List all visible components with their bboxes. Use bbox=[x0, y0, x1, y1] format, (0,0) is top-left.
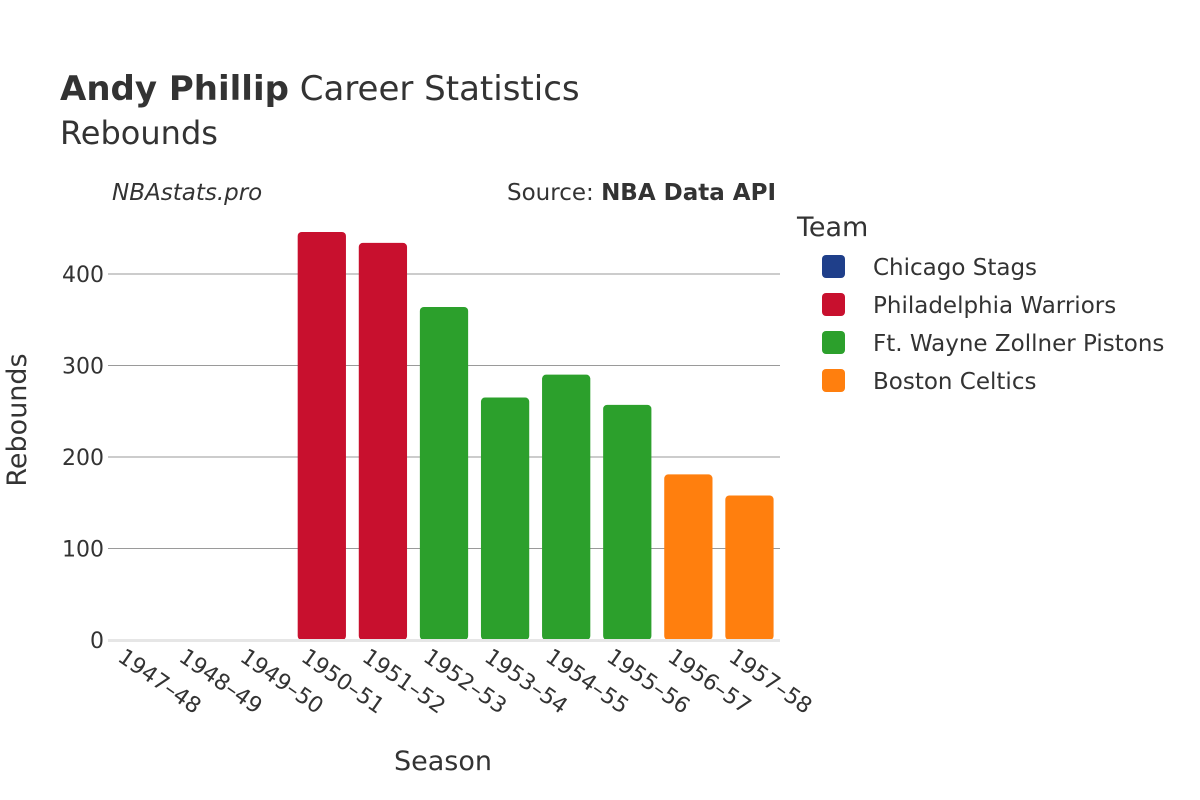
legend-item[interactable]: Ft. Wayne Zollner Pistons bbox=[822, 331, 1164, 357]
y-tick-labels: 0 100 200 300 400 bbox=[62, 263, 104, 654]
y-tick-label: 200 bbox=[62, 446, 104, 471]
y-tick-label: 100 bbox=[62, 538, 104, 563]
chart-subtitle: Rebounds bbox=[60, 114, 218, 152]
legend-label: Boston Celtics bbox=[873, 369, 1036, 395]
y-tick-label: 0 bbox=[90, 629, 104, 654]
bar-1955–56[interactable] bbox=[603, 404, 652, 640]
chart-title-rest: Career Statistics bbox=[289, 69, 580, 109]
legend-swatch bbox=[822, 331, 845, 354]
bar-1956–57[interactable] bbox=[664, 474, 713, 640]
legend-label: Philadelphia Warriors bbox=[873, 293, 1116, 319]
y-tick-label: 300 bbox=[62, 355, 104, 380]
legend-label: Chicago Stags bbox=[873, 255, 1037, 281]
legend-label: Ft. Wayne Zollner Pistons bbox=[873, 331, 1164, 357]
legend-swatch bbox=[822, 293, 845, 316]
bar-1951–52[interactable] bbox=[358, 242, 408, 641]
bar-1954–55[interactable] bbox=[542, 374, 591, 640]
legend-title: Team bbox=[796, 212, 868, 243]
legend-swatch bbox=[822, 255, 845, 278]
legend[interactable]: Chicago Stags Philadelphia Warriors Ft. Wa… bbox=[822, 255, 1164, 395]
chart-title: Andy Phillip Career Statistics bbox=[60, 69, 580, 109]
legend-item[interactable]: Philadelphia Warriors bbox=[822, 293, 1116, 319]
x-tick-labels: 1947–481948–491949–501950–511951–521952–… bbox=[113, 644, 816, 719]
bar-1950–51[interactable] bbox=[297, 231, 346, 640]
bars bbox=[297, 231, 774, 641]
chart-title-bold: Andy Phillip bbox=[60, 69, 289, 109]
source-credit: Source: NBA Data API bbox=[507, 180, 776, 206]
watermark: NBAstats.pro bbox=[112, 180, 262, 206]
y-tick-label: 400 bbox=[62, 263, 104, 288]
legend-item[interactable]: Boston Celtics bbox=[822, 369, 1036, 395]
source-prefix: Source: bbox=[507, 180, 601, 206]
legend-item[interactable]: Chicago Stags bbox=[822, 255, 1037, 281]
legend-swatch bbox=[822, 369, 845, 392]
source-name: NBA Data API bbox=[601, 180, 776, 206]
x-axis-title: Season bbox=[394, 746, 492, 777]
bar-1953–54[interactable] bbox=[480, 397, 530, 640]
y-axis-title: Rebounds bbox=[2, 353, 33, 486]
bar-1957–58[interactable] bbox=[725, 495, 774, 640]
bar-1952–53[interactable] bbox=[419, 306, 469, 640]
